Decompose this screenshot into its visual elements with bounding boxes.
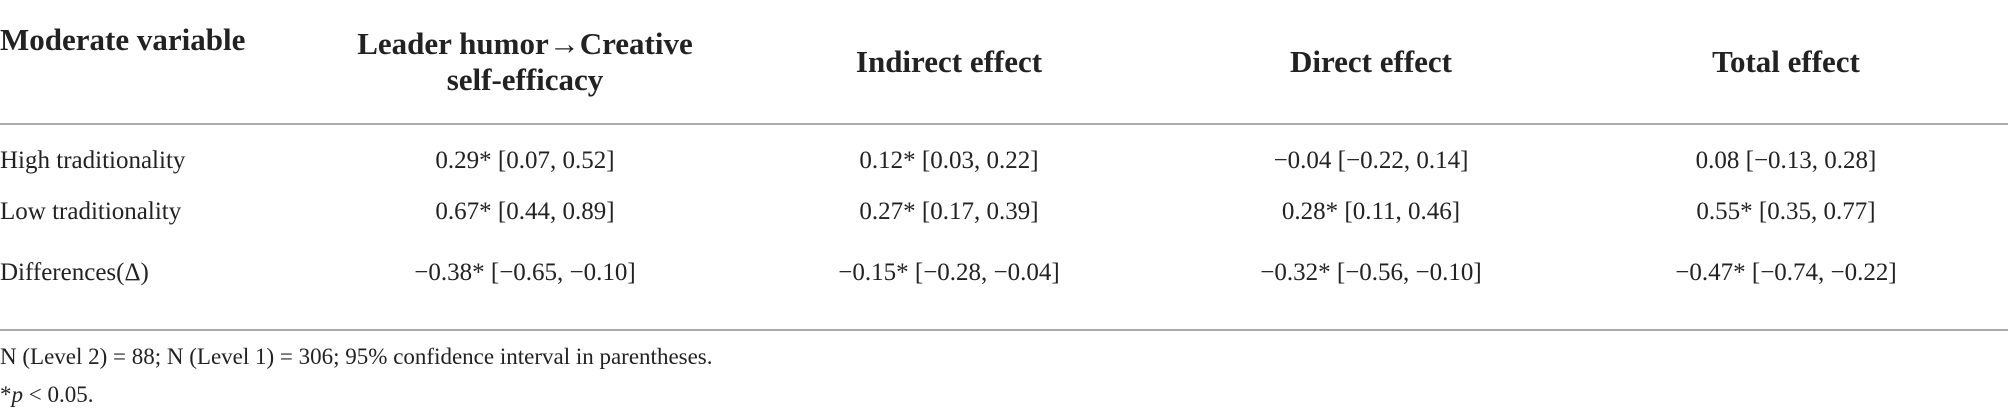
table-cell: 0.55* [0.35, 0.77] bbox=[1696, 197, 1876, 225]
note-text: < 0.05. bbox=[23, 382, 94, 407]
table-cell: High traditionality bbox=[0, 146, 186, 174]
header-row: Moderate variable Leader humor→Creative s… bbox=[0, 0, 2008, 125]
table-cell: −0.32* [−0.56, −0.10] bbox=[1178, 237, 1564, 331]
table-cell: 0.29* [0.07, 0.52] bbox=[435, 146, 615, 174]
table-cell: Low traditionality bbox=[0, 197, 182, 225]
table-row: High traditionality 0.29* [0.07, 0.52] 0.1… bbox=[0, 124, 2008, 186]
table-cell: 0.12* [0.03, 0.22] bbox=[859, 146, 1039, 174]
column-header: Moderate variable bbox=[0, 0, 330, 125]
note: N (Level 2) = 88; N (Level 1) = 306; 95%… bbox=[0, 344, 713, 369]
column-header: Leader humor→Creative self-efficacy bbox=[330, 0, 720, 125]
table-cell: −0.47* [−0.74, −0.22] bbox=[1564, 237, 2008, 331]
table-cell: −0.38* [−0.65, −0.10] bbox=[330, 237, 720, 331]
column-header: Total effect bbox=[1564, 0, 2008, 125]
table-cell: 0.27* [0.17, 0.39] bbox=[859, 197, 1039, 225]
table-body: High traditionality 0.29* [0.07, 0.52] 0.1… bbox=[0, 124, 2008, 331]
table-row: Differences(Δ) −0.38* [−0.65, −0.10] −0.15… bbox=[0, 237, 2008, 331]
table-cell: 0.28* [0.11, 0.46] bbox=[1281, 197, 1461, 225]
table-notes: N (Level 2) = 88; N (Level 1) = 306; 95%… bbox=[0, 338, 713, 414]
note: *p < 0.05. bbox=[0, 376, 713, 414]
table-cell: Differences(Δ) bbox=[0, 237, 330, 331]
table-cell: 0.08 [−0.13, 0.28] bbox=[1695, 146, 1877, 174]
table-cell: −0.04 [−0.22, 0.14] bbox=[1273, 146, 1469, 174]
column-header: Indirect effect bbox=[720, 0, 1178, 125]
note-symbol: p bbox=[11, 382, 24, 407]
column-header: Direct effect bbox=[1178, 0, 1564, 125]
table-cell: −0.15* [−0.28, −0.04] bbox=[720, 237, 1178, 331]
results-table: Moderate variable Leader humor→Creative s… bbox=[0, 0, 2008, 331]
table-row: Low traditionality 0.67* [0.44, 0.89] 0.27… bbox=[0, 186, 2008, 237]
note-marker: * bbox=[0, 382, 12, 407]
table-cell: 0.67* [0.44, 0.89] bbox=[435, 197, 615, 225]
